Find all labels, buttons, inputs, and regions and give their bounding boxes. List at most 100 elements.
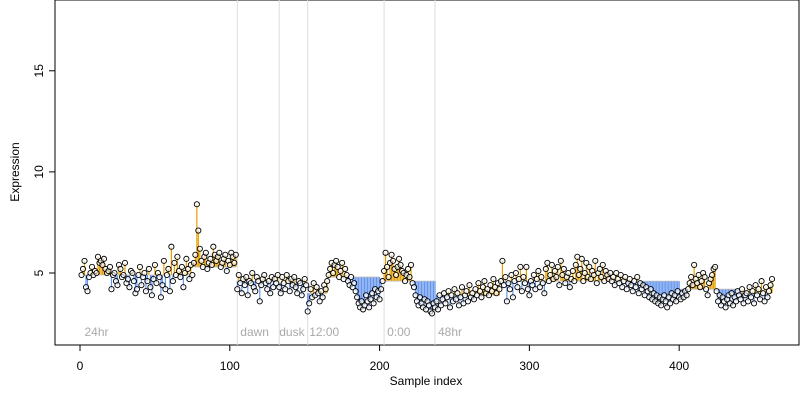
point: [121, 259, 129, 266]
point: [470, 296, 478, 303]
point: [560, 265, 567, 273]
point: [222, 251, 229, 258]
point: [520, 274, 527, 281]
point: [536, 284, 543, 291]
point: [598, 274, 605, 281]
point: [464, 298, 472, 305]
point: [342, 265, 349, 273]
point: [514, 284, 521, 291]
point: [667, 300, 674, 307]
point: [310, 280, 317, 287]
point: [210, 243, 217, 250]
point: [381, 267, 388, 275]
point: [117, 265, 124, 273]
point: [114, 282, 121, 289]
point: [709, 271, 716, 279]
point: [181, 269, 188, 277]
point: [247, 280, 254, 287]
point: [664, 304, 671, 311]
point: [171, 259, 178, 266]
point: [754, 292, 761, 299]
point: [363, 292, 370, 299]
point: [593, 280, 600, 287]
annotation: dawn: [240, 325, 269, 339]
point: [301, 276, 308, 283]
point: [244, 292, 251, 299]
point: [509, 294, 516, 301]
point: [177, 274, 184, 281]
point: [497, 278, 504, 285]
point: [496, 286, 503, 293]
point: [502, 274, 509, 281]
point: [490, 276, 497, 283]
point: [701, 274, 708, 281]
point: [232, 251, 239, 258]
point: [163, 271, 170, 279]
point: [261, 271, 268, 279]
point: [539, 280, 546, 287]
point: [256, 298, 263, 305]
point: [174, 253, 181, 260]
point: [397, 261, 404, 268]
point: [445, 288, 452, 295]
point: [169, 278, 176, 285]
point: [81, 257, 88, 264]
point: [111, 269, 118, 277]
point: [406, 274, 413, 281]
point: [745, 298, 752, 305]
annotation: 24hr: [85, 325, 109, 339]
point: [446, 304, 454, 311]
point: [746, 284, 753, 291]
point: [526, 292, 533, 299]
point: [88, 263, 96, 270]
point: [330, 269, 337, 277]
point: [358, 298, 365, 305]
point: [730, 302, 737, 309]
point: [270, 284, 277, 291]
point: [147, 284, 154, 291]
point: [683, 292, 690, 299]
point: [379, 278, 386, 285]
point: [319, 294, 326, 301]
point: [428, 310, 436, 317]
point: [767, 282, 774, 289]
point: [333, 257, 340, 264]
point: [106, 263, 114, 270]
point: [297, 280, 304, 287]
point: [575, 271, 582, 279]
point: [578, 255, 585, 262]
point: [451, 286, 458, 293]
point: [276, 284, 283, 291]
point: [352, 288, 359, 295]
point: [765, 288, 773, 295]
point: [764, 294, 771, 301]
point: [94, 253, 102, 260]
point: [316, 298, 323, 305]
point: [748, 294, 755, 301]
point: [385, 274, 392, 281]
point: [478, 294, 485, 301]
point: [521, 280, 528, 287]
point: [150, 276, 157, 283]
point: [503, 298, 510, 305]
point: [354, 294, 361, 301]
point: [739, 286, 746, 293]
point: [752, 282, 759, 289]
point: [703, 286, 710, 293]
annotation: 48hr: [438, 325, 462, 339]
point: [523, 263, 530, 270]
point: [186, 276, 193, 283]
point: [138, 282, 145, 289]
point: [737, 296, 744, 303]
point: [151, 261, 158, 268]
point: [277, 290, 284, 297]
point: [153, 280, 160, 287]
point: [691, 261, 698, 268]
point: [327, 265, 334, 273]
point: [581, 269, 588, 277]
point: [596, 265, 603, 273]
point: [535, 267, 542, 275]
point: [231, 259, 238, 266]
point: [768, 276, 776, 283]
